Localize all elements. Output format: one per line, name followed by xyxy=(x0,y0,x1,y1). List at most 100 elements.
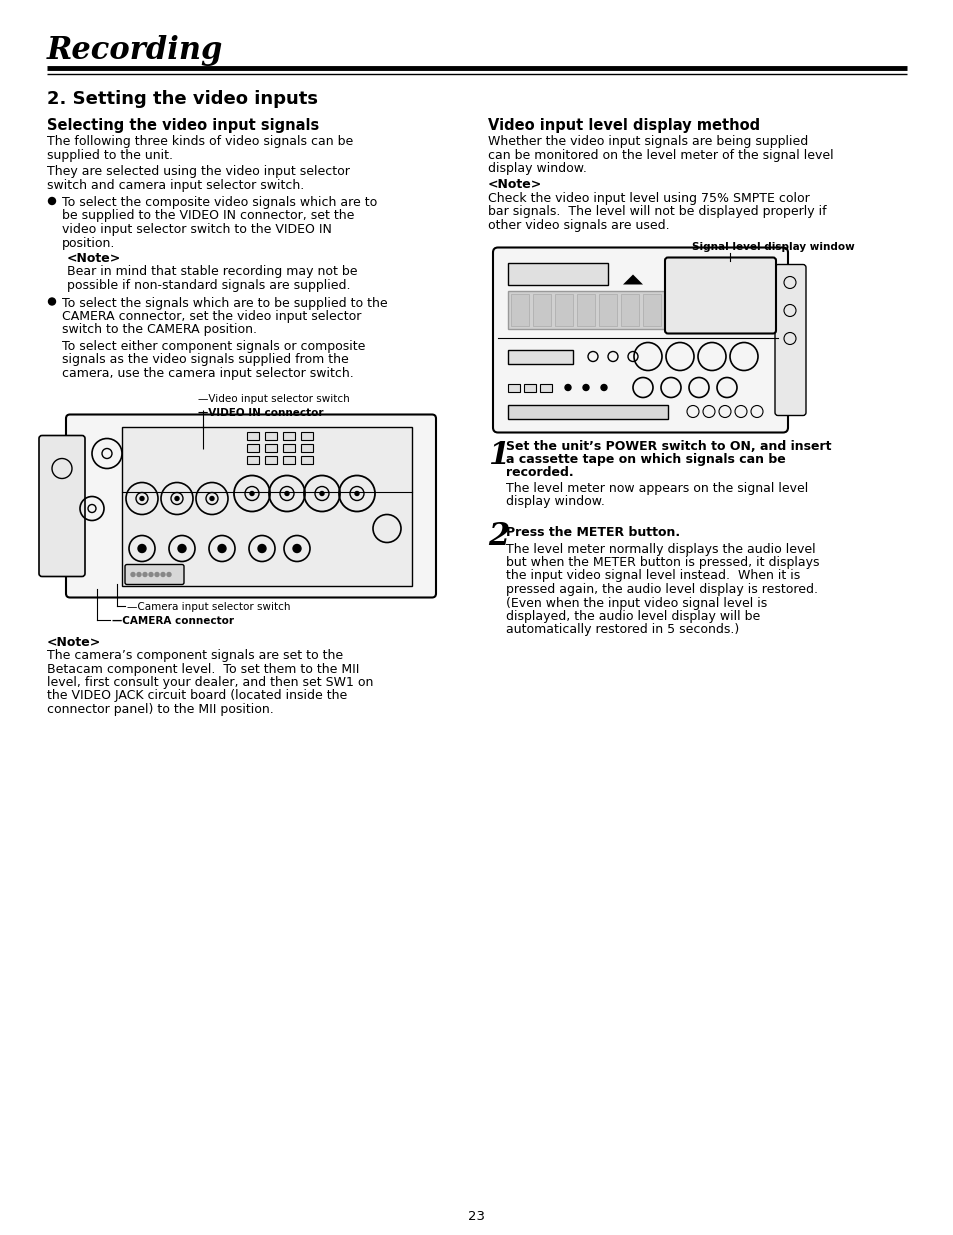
Bar xyxy=(664,294,682,326)
Text: switch and camera input selector switch.: switch and camera input selector switch. xyxy=(47,179,304,191)
Text: Betacam component level.  To set them to the MΙΙ: Betacam component level. To set them to … xyxy=(47,662,359,676)
Bar xyxy=(533,294,551,326)
Text: connector panel) to the MΙΙ position.: connector panel) to the MΙΙ position. xyxy=(47,703,274,716)
Circle shape xyxy=(564,384,571,390)
Bar xyxy=(122,426,412,585)
Text: Whether the video input signals are being supplied: Whether the video input signals are bein… xyxy=(488,135,807,148)
Text: —VIDEO IN connector: —VIDEO IN connector xyxy=(198,409,323,419)
Bar xyxy=(283,443,294,452)
Text: other video signals are used.: other video signals are used. xyxy=(488,219,669,232)
Text: automatically restored in 5 seconds.): automatically restored in 5 seconds.) xyxy=(505,624,739,636)
Circle shape xyxy=(285,492,289,495)
Circle shape xyxy=(178,545,186,552)
Circle shape xyxy=(210,496,213,500)
FancyBboxPatch shape xyxy=(493,247,787,432)
Circle shape xyxy=(149,573,152,577)
Text: They are selected using the video input selector: They are selected using the video input … xyxy=(47,165,350,178)
Bar xyxy=(523,384,536,391)
Text: Video input level display method: Video input level display method xyxy=(488,119,760,133)
Circle shape xyxy=(582,384,588,390)
Circle shape xyxy=(143,573,147,577)
Text: bar signals.  The level will not be displayed properly if: bar signals. The level will not be displ… xyxy=(488,205,825,219)
Text: The level meter normally displays the audio level: The level meter normally displays the au… xyxy=(505,542,815,556)
Bar xyxy=(511,294,529,326)
FancyBboxPatch shape xyxy=(39,436,85,577)
Circle shape xyxy=(355,492,358,495)
Bar xyxy=(283,456,294,463)
Text: but when the METER button is pressed, it displays: but when the METER button is pressed, it… xyxy=(505,556,819,569)
Text: be supplied to the VIDEO IN connector, set the: be supplied to the VIDEO IN connector, s… xyxy=(62,210,354,222)
Bar xyxy=(247,456,258,463)
Text: signals as the video signals supplied from the: signals as the video signals supplied fr… xyxy=(62,353,349,367)
Circle shape xyxy=(250,492,253,495)
FancyBboxPatch shape xyxy=(66,415,436,598)
Circle shape xyxy=(319,492,324,495)
Text: The following three kinds of video signals can be: The following three kinds of video signa… xyxy=(47,135,353,148)
Circle shape xyxy=(600,384,606,390)
Circle shape xyxy=(293,545,301,552)
FancyBboxPatch shape xyxy=(125,564,184,584)
Bar xyxy=(642,294,660,326)
Circle shape xyxy=(131,573,135,577)
Text: display window.: display window. xyxy=(505,495,604,509)
Text: video input selector switch to the VIDEO IN: video input selector switch to the VIDEO… xyxy=(62,224,332,236)
Circle shape xyxy=(138,545,146,552)
Circle shape xyxy=(218,545,226,552)
Text: To select the signals which are to be supplied to the: To select the signals which are to be su… xyxy=(62,296,387,310)
Text: possible if non-standard signals are supplied.: possible if non-standard signals are sup… xyxy=(67,279,350,291)
Bar xyxy=(301,456,313,463)
Text: pressed again, the audio level display is restored.: pressed again, the audio level display i… xyxy=(505,583,817,597)
Text: camera, use the camera input selector switch.: camera, use the camera input selector sw… xyxy=(62,367,354,380)
Text: —Camera input selector switch: —Camera input selector switch xyxy=(127,601,291,611)
Circle shape xyxy=(174,496,179,500)
Text: —CAMERA connector: —CAMERA connector xyxy=(112,615,233,625)
Text: display window.: display window. xyxy=(488,162,586,175)
Bar xyxy=(265,431,276,440)
Bar xyxy=(507,350,573,363)
Bar xyxy=(265,456,276,463)
Text: 2. Setting the video inputs: 2. Setting the video inputs xyxy=(47,90,317,107)
Text: recorded.: recorded. xyxy=(505,467,573,479)
Bar xyxy=(301,431,313,440)
Bar xyxy=(539,384,552,391)
Text: level, first consult your dealer, and then set SW1 on: level, first consult your dealer, and th… xyxy=(47,676,373,689)
Text: Signal level display window: Signal level display window xyxy=(691,242,854,252)
Bar xyxy=(555,294,573,326)
FancyBboxPatch shape xyxy=(664,258,775,333)
Text: <Note>: <Note> xyxy=(47,636,101,648)
Text: <Note>: <Note> xyxy=(67,252,121,266)
Bar xyxy=(598,294,617,326)
Text: Check the video input level using 75% SMPTE color: Check the video input level using 75% SM… xyxy=(488,191,809,205)
Text: switch to the CAMERA position.: switch to the CAMERA position. xyxy=(62,324,256,336)
Bar xyxy=(247,443,258,452)
Bar xyxy=(301,443,313,452)
Text: To select the composite video signals which are to: To select the composite video signals wh… xyxy=(62,196,376,209)
Text: can be monitored on the level meter of the signal level: can be monitored on the level meter of t… xyxy=(488,148,833,162)
Text: the input video signal level instead.  When it is: the input video signal level instead. Wh… xyxy=(505,569,800,583)
Text: 23: 23 xyxy=(468,1210,485,1223)
Bar xyxy=(247,431,258,440)
Bar xyxy=(507,290,707,329)
Text: Recording: Recording xyxy=(47,35,223,65)
Text: displayed, the audio level display will be: displayed, the audio level display will … xyxy=(505,610,760,622)
Bar xyxy=(620,294,639,326)
Text: —Video input selector switch: —Video input selector switch xyxy=(198,394,350,405)
FancyBboxPatch shape xyxy=(774,264,805,415)
Text: The camera’s component signals are set to the: The camera’s component signals are set t… xyxy=(47,650,343,662)
Bar xyxy=(507,384,519,391)
Text: the VIDEO JACK circuit board (located inside the: the VIDEO JACK circuit board (located in… xyxy=(47,689,347,703)
Bar xyxy=(507,263,607,284)
Text: CAMERA connector, set the video input selector: CAMERA connector, set the video input se… xyxy=(62,310,361,324)
Text: Selecting the video input signals: Selecting the video input signals xyxy=(47,119,319,133)
Text: a cassette tape on which signals can be: a cassette tape on which signals can be xyxy=(505,453,785,466)
Bar xyxy=(283,431,294,440)
Circle shape xyxy=(167,573,171,577)
Text: The level meter now appears on the signal level: The level meter now appears on the signa… xyxy=(505,482,807,495)
Text: <Note>: <Note> xyxy=(488,179,541,191)
Circle shape xyxy=(49,198,55,205)
Circle shape xyxy=(49,298,55,305)
Text: supplied to the unit.: supplied to the unit. xyxy=(47,148,172,162)
Text: (Even when the input video signal level is: (Even when the input video signal level … xyxy=(505,597,766,610)
Text: Bear in mind that stable recording may not be: Bear in mind that stable recording may n… xyxy=(67,266,357,279)
Polygon shape xyxy=(622,274,642,284)
